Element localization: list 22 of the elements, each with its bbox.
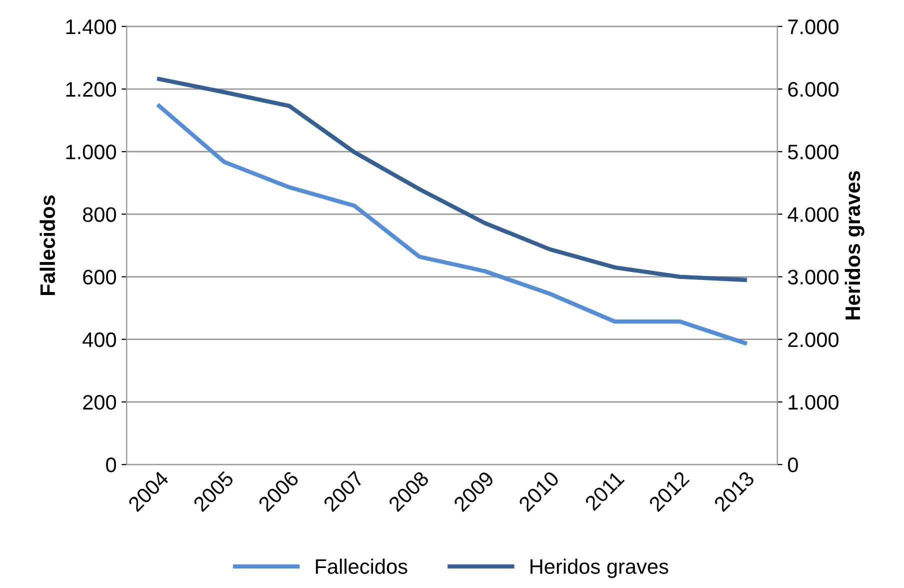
y-tick-label: 1.400	[66, 19, 116, 34]
y2-tick-label: 0	[788, 458, 798, 472]
legend-label: Heridos graves	[530, 558, 668, 578]
y2-tick-label: 4.000	[788, 207, 838, 222]
y2-axis-title: Heridos graves	[844, 171, 864, 320]
line-series	[157, 76, 747, 282]
y2-tick-label: 7.000	[788, 19, 838, 34]
y2-tick-label: 1.000	[788, 394, 838, 410]
y-tick-label: 1.200	[66, 82, 116, 97]
legend-label: Fallecidos	[316, 558, 408, 574]
y2-tick-label: 5.000	[788, 144, 838, 160]
y2-tick-label: 3.000	[788, 270, 838, 285]
y-axis-title: Fallecidos	[40, 195, 56, 296]
y-tick-label: 1.000	[66, 144, 116, 160]
y-tick-label: 400	[82, 332, 116, 348]
y2-tick-label: 6.000	[788, 82, 838, 97]
y-tick-label: 800	[82, 207, 116, 222]
y-tick-label: 0	[106, 458, 116, 472]
y-tick-label: 200	[83, 394, 116, 410]
y2-tick-label: 2.000	[788, 332, 838, 348]
y-tick-label: 600	[83, 270, 116, 285]
line-series	[157, 104, 747, 346]
